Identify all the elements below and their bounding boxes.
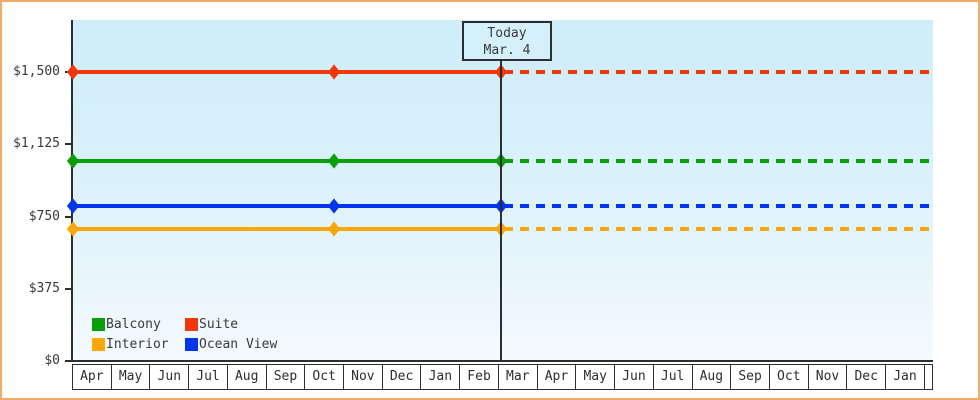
x-axis-line bbox=[71, 360, 933, 362]
series-line-solid-ocean-view bbox=[73, 204, 502, 209]
legend-swatch-icon bbox=[92, 337, 105, 351]
legend-item-ocean-view: Ocean View bbox=[185, 334, 277, 354]
y-tick-label: $0 bbox=[44, 353, 60, 368]
legend-item-interior: Interior bbox=[92, 334, 185, 354]
legend-swatch-icon bbox=[185, 317, 198, 331]
today-annotation-box: Today Mar. 4 bbox=[462, 21, 552, 61]
legend-label: Balcony bbox=[106, 316, 161, 332]
x-axis-month-row: Apr May Jun Jul Aug Sep Oct Nov Dec Jan Feb Mar Apr M… bbox=[72, 364, 933, 390]
legend-swatch-icon bbox=[185, 337, 198, 351]
series-line-dashed-balcony bbox=[504, 158, 933, 163]
series-line-solid-interior bbox=[73, 227, 502, 232]
series-line-solid-suite bbox=[73, 70, 502, 75]
month-cell: Sep bbox=[267, 365, 306, 389]
month-cell: Dec bbox=[383, 365, 422, 389]
month-cell: Dec bbox=[847, 365, 887, 389]
month-cell-partial bbox=[925, 365, 932, 389]
y-tick-label: $375 bbox=[28, 280, 60, 296]
series-line-dashed-suite bbox=[504, 70, 933, 75]
series-line-solid-balcony bbox=[73, 158, 502, 163]
y-tick-mark bbox=[65, 215, 71, 218]
y-axis-line bbox=[71, 20, 73, 362]
month-cell: Feb bbox=[460, 365, 499, 389]
legend-item-balcony: Balcony bbox=[92, 314, 185, 334]
month-cell: Apr bbox=[538, 365, 577, 389]
y-tick-label: $1,125 bbox=[13, 136, 60, 152]
month-cell: Mar bbox=[499, 365, 538, 389]
month-cell: May bbox=[576, 365, 616, 389]
month-cell: Jan bbox=[421, 365, 461, 389]
legend-item-suite: Suite bbox=[185, 314, 277, 334]
month-cell: Sep bbox=[731, 365, 770, 389]
legend-label: Interior bbox=[106, 336, 169, 352]
y-tick-mark bbox=[65, 360, 71, 362]
month-cell: May bbox=[112, 365, 151, 389]
y-tick-mark bbox=[65, 287, 71, 290]
today-label: Today bbox=[487, 26, 527, 41]
month-cell: Oct bbox=[305, 365, 345, 389]
series-line-dashed-ocean-view bbox=[504, 204, 933, 209]
month-cell: Jan bbox=[886, 365, 925, 389]
month-cell: Nov bbox=[809, 365, 848, 389]
month-cell: Nov bbox=[344, 365, 383, 389]
month-cell: Jul bbox=[654, 365, 693, 389]
today-date: Mar. 4 bbox=[483, 43, 531, 58]
month-cell: Aug bbox=[228, 365, 267, 389]
month-cell: Oct bbox=[770, 365, 809, 389]
y-tick-mark bbox=[65, 143, 71, 146]
month-cell: Jun bbox=[615, 365, 654, 389]
today-vertical-line bbox=[500, 60, 502, 360]
month-cell: Jul bbox=[189, 365, 228, 389]
month-cell: Apr bbox=[73, 365, 112, 389]
y-tick-label: $1,500 bbox=[13, 64, 60, 80]
legend-label: Suite bbox=[199, 316, 239, 332]
month-cell: Aug bbox=[693, 365, 732, 389]
y-tick-label: $750 bbox=[28, 208, 60, 224]
series-line-dashed-interior bbox=[504, 227, 933, 232]
month-cell: Jun bbox=[150, 365, 190, 389]
legend-swatch-icon bbox=[92, 317, 105, 331]
legend: Balcony Suite Interior Ocean View bbox=[92, 314, 277, 354]
legend-label: Ocean View bbox=[199, 336, 278, 352]
